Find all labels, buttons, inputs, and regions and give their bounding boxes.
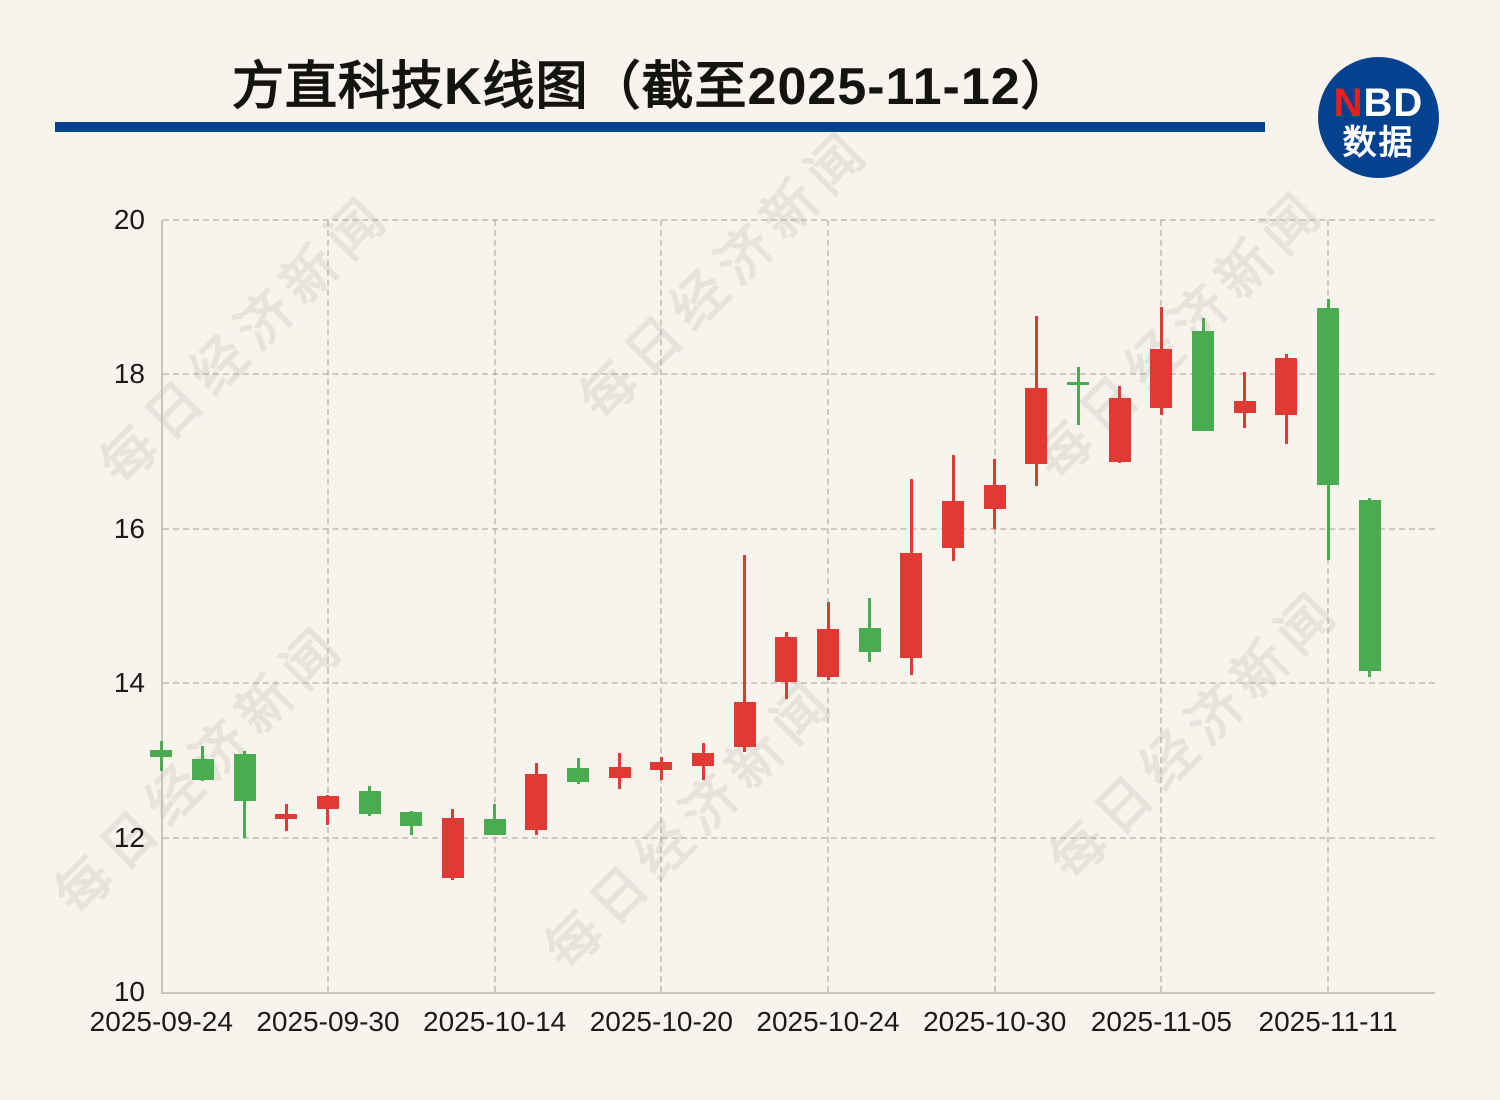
candle-2025-10-20 (650, 761, 673, 771)
candle-2025-10-30 (983, 484, 1006, 510)
y-gridline (163, 373, 1435, 376)
x-axis-label: 2025-09-24 (89, 1006, 233, 1037)
y-gridline (163, 682, 1435, 685)
y-gridline (163, 219, 1435, 221)
watermark-text: 每日经济新闻 (568, 117, 883, 432)
candle-2025-09-29 (275, 813, 298, 820)
x-axis-label: 2025-10-14 (423, 1006, 567, 1037)
y-axis-label: 14 (113, 667, 145, 699)
candle-2025-09-26 (233, 754, 256, 802)
y-axis-line (161, 220, 163, 992)
candle-2025-10-09 (358, 791, 381, 815)
x-axis-label: 2025-10-20 (589, 1006, 733, 1037)
candle-wick (326, 795, 330, 826)
candle-2025-10-23 (775, 636, 798, 683)
candle-2025-11-06 (1192, 331, 1215, 431)
x-gridline (993, 220, 996, 992)
y-axis-label: 18 (113, 358, 145, 390)
nbd-logo-bd: BD (1363, 81, 1424, 125)
y-axis-label: 16 (113, 512, 145, 544)
nbd-logo-line2: 数据 (1342, 124, 1415, 162)
candle-2025-10-14 (483, 819, 506, 835)
title-underline (55, 122, 1265, 132)
nbd-logo-text: NBD (1318, 83, 1439, 123)
candle-wick (1243, 372, 1247, 428)
candle-2025-10-10 (400, 812, 423, 826)
x-axis-label: 2025-09-30 (256, 1006, 400, 1037)
x-axis-label: 2025-10-30 (923, 1006, 1067, 1037)
candle-2025-10-13 (441, 818, 464, 878)
x-gridline (1160, 220, 1163, 992)
x-axis-label: 2025-10-24 (756, 1006, 900, 1037)
candle-2025-10-24 (817, 629, 840, 678)
watermark-text: 每日经济新闻 (1023, 177, 1338, 492)
nbd-logo: NBD 数据 (1318, 57, 1439, 178)
x-axis-label: 2025-11-05 (1090, 1006, 1232, 1037)
y-gridline (163, 527, 1435, 530)
candle-2025-10-31 (1025, 388, 1048, 464)
candle-2025-11-05 (1150, 348, 1173, 408)
x-gridline (493, 220, 496, 992)
candle-2025-09-25 (191, 758, 214, 781)
x-axis-label: 2025-11-11 (1258, 1006, 1398, 1037)
candle-2025-10-21 (692, 753, 714, 766)
y-axis-label: 10 (113, 976, 145, 1007)
y-gridline (163, 836, 1435, 839)
candle-2025-11-10 (1275, 358, 1298, 416)
candle-2025-10-17 (608, 766, 631, 779)
x-gridline (326, 220, 329, 992)
y-axis-label: 12 (113, 821, 145, 853)
x-gridline (660, 220, 663, 992)
watermark-text: 每日经济新闻 (533, 667, 848, 982)
candle-2025-09-24 (150, 750, 173, 757)
candle-2025-09-30 (316, 795, 339, 810)
candle-2025-11-11 (1317, 308, 1340, 485)
candle-2025-10-22 (733, 701, 756, 748)
candle-2025-10-29 (942, 501, 965, 549)
watermark-text: 每日经济新闻 (1038, 577, 1353, 892)
nbd-logo-n: N (1333, 81, 1364, 125)
candle-2025-11-12 (1358, 500, 1381, 671)
x-gridline (1327, 220, 1330, 992)
candle-wick (743, 555, 747, 752)
candle-2025-10-27 (858, 627, 881, 652)
page-title: 方直科技K线图（截至2025-11-12） (232, 58, 1074, 116)
x-axis-line (161, 992, 1435, 994)
y-axis-label: 20 (113, 204, 145, 235)
candle-2025-10-15 (525, 773, 548, 830)
candle-2025-11-04 (1108, 397, 1131, 463)
candle-wick (1076, 366, 1080, 426)
candle-2025-10-28 (900, 552, 923, 659)
candle-2025-10-16 (567, 768, 589, 782)
candle-2025-11-07 (1233, 401, 1256, 413)
candle-2025-11-03 (1067, 382, 1090, 386)
